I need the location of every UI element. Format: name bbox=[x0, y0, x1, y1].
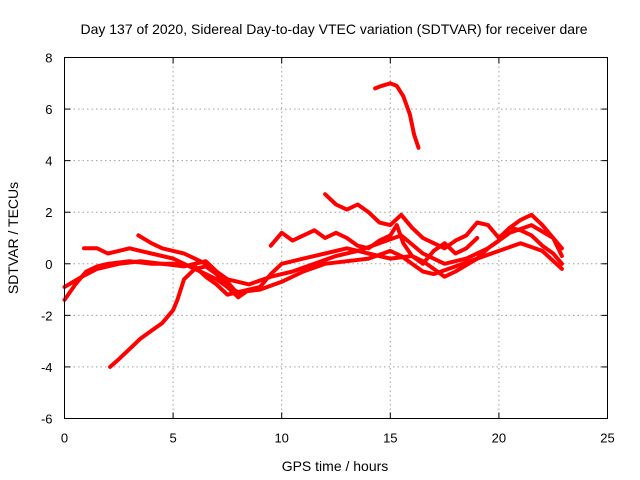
x-axis-ticks: 0 5 10 15 20 25 bbox=[61, 57, 615, 446]
y-tick-label: 6 bbox=[45, 102, 52, 117]
x-tick-label: 15 bbox=[383, 431, 397, 446]
series-line-track-4 bbox=[136, 233, 241, 297]
x-tick-label: 5 bbox=[169, 431, 176, 446]
y-axis-label: SDTVAR / TECUs bbox=[5, 182, 21, 294]
series-line-track-7 bbox=[323, 192, 564, 266]
x-tick-label: 25 bbox=[600, 431, 614, 446]
y-tick-label: -6 bbox=[41, 412, 53, 427]
x-axis-label: GPS time / hours bbox=[282, 458, 389, 474]
y-tick-label: -2 bbox=[41, 308, 53, 323]
chart-title: Day 137 of 2020, Sidereal Day-to-day VTE… bbox=[80, 21, 587, 37]
y-tick-label: 2 bbox=[45, 205, 52, 220]
plot-frame bbox=[64, 57, 608, 419]
y-tick-label: -4 bbox=[41, 360, 53, 375]
series-line-track-5 bbox=[108, 264, 252, 369]
y-tick-label: 8 bbox=[45, 51, 52, 66]
series-group bbox=[62, 81, 564, 369]
x-tick-label: 0 bbox=[61, 431, 68, 446]
y-tick-label: 4 bbox=[45, 154, 52, 169]
x-tick-label: 20 bbox=[492, 431, 506, 446]
y-tick-label: 0 bbox=[45, 257, 52, 272]
series-line-track-8 bbox=[373, 81, 421, 150]
y-axis-ticks: -6 -4 -2 0 2 4 6 8 bbox=[41, 51, 608, 427]
x-tick-label: 10 bbox=[274, 431, 288, 446]
series-line-track-3 bbox=[82, 212, 564, 295]
